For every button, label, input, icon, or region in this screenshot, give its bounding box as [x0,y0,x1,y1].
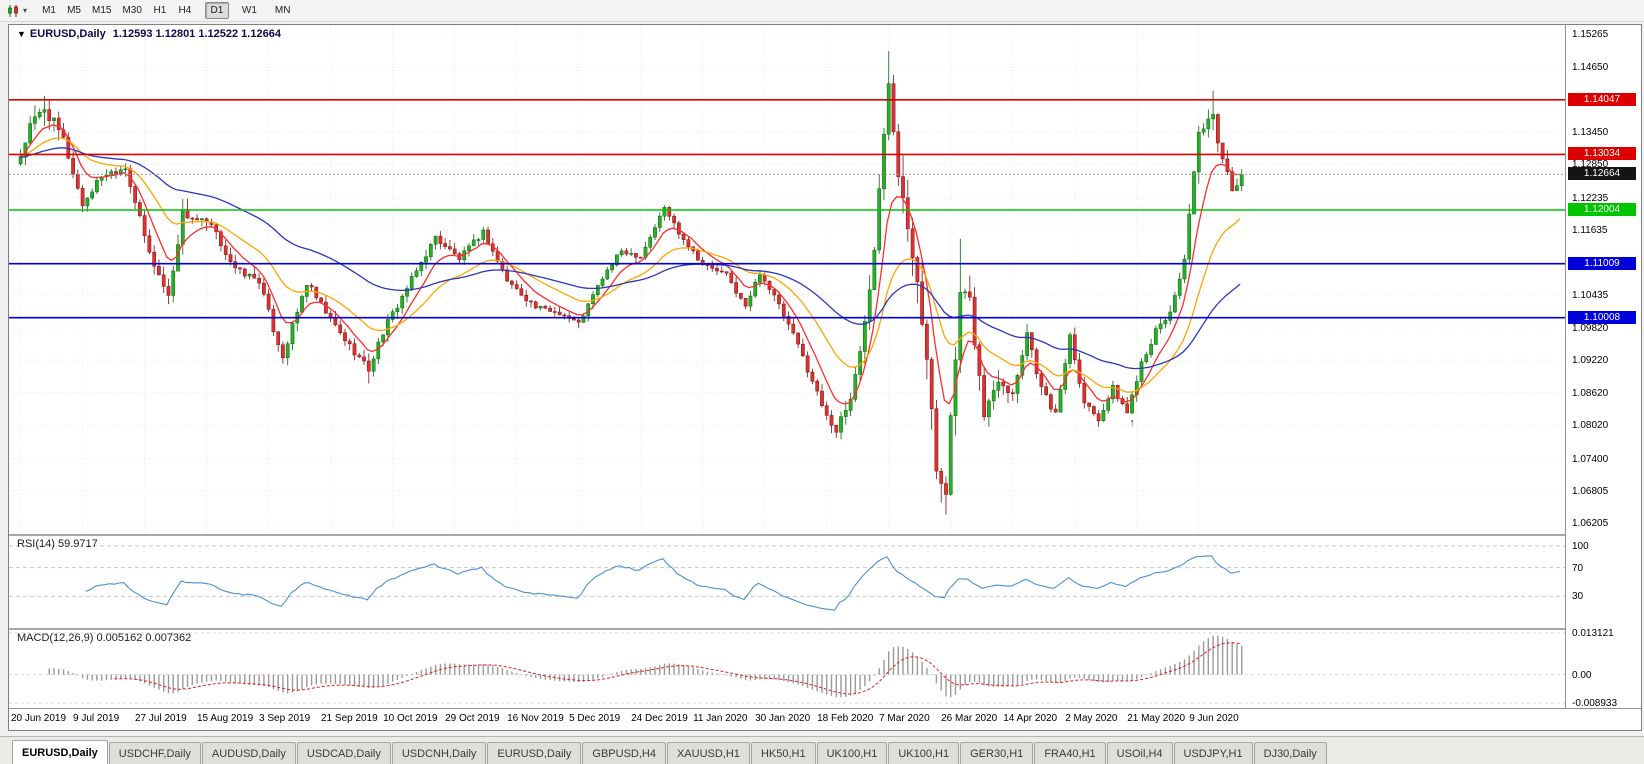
chart-tab-usoil-h4[interactable]: USOil,H4 [1106,742,1173,764]
price-tick-label: 1.06205 [1572,517,1609,529]
rsi-chart-canvas[interactable] [9,536,1565,628]
timeframe-button-d1[interactable]: D1 [204,2,229,19]
timeframe-button-h4[interactable]: H4 [178,5,192,16]
date-tick-label: 27 Jul 2019 [135,713,187,724]
triangle-icon[interactable]: ▼ [17,29,26,39]
date-tick-label: 3 Sep 2019 [259,713,311,724]
timeframe-button-mn[interactable]: MN [274,5,291,16]
main-chart-panel: ↑ ▼ EURUSD,Daily 1.12593 1.12801 1.12522 1… [9,25,1565,534]
price-tick-label: 1.12235 [1572,192,1609,204]
chart-tab-ger30-h1[interactable]: GER30,H1 [960,742,1034,764]
level-price-tag: 1.12004 [1568,203,1636,216]
date-tick-label: 10 Oct 2019 [383,713,438,724]
up-arrow-marker: ↑ [1129,417,1135,429]
timeframe-button-m5[interactable]: M5 [67,5,81,16]
panel-splitter [9,708,1641,709]
level-price-tag: 1.11009 [1568,256,1636,270]
macd-indicator-label: MACD(12,26,9) 0.005162 0.007362 [17,632,192,644]
macd-scale-label: 0.00 [1572,669,1592,681]
chart-tab-usdjpy-h1[interactable]: USDJPY,H1 [1173,742,1253,764]
chart-tab-dj30-daily[interactable]: DJ30,Daily [1253,742,1327,764]
time-axis[interactable]: 20 Jun 2019 9 Jul 2019 27 Jul 2019 15 Aug 2… [9,709,1565,730]
date-tick-label: 18 Feb 2020 [817,713,874,724]
rsi-indicator-label: RSI(14) 59.9717 [17,538,98,550]
timeframe-buttons-group: M1 M5 M15 M30 H1 H4 D1 W1 MN [37,2,295,19]
current-price-tag: 1.12664 [1568,167,1636,181]
charts-icon-glyph [8,4,18,17]
price-tick-label: 1.09220 [1572,355,1609,367]
level-price-tag: 1.13034 [1568,147,1636,161]
date-tick-label: 7 Mar 2020 [879,713,930,724]
date-tick-label: 2 May 2020 [1065,713,1118,724]
date-tick-label: 11 Jan 2020 [693,713,748,724]
price-tick-label: 1.07400 [1572,453,1609,465]
chart-tab-eurusd-daily[interactable]: EURUSD,Daily [487,742,582,764]
price-tick-label: 1.06805 [1572,485,1609,497]
level-price-tag: 1.10008 [1568,310,1636,324]
chart-tab-gbpusd-h4[interactable]: GBPUSD,H4 [582,742,666,764]
macd-scale-label: 0.013121 [1572,628,1614,639]
panel-splitter[interactable] [9,534,1641,536]
chart-tab-usdchf-daily[interactable]: USDCHF,Daily [108,742,201,764]
date-tick-label: 29 Oct 2019 [445,713,500,724]
rsi-scale-label: 100 [1572,541,1589,552]
chart-tab-usdcad-daily[interactable]: USDCAD,Daily [296,742,391,764]
date-tick-label: 26 Mar 2020 [941,713,998,724]
chart-tab-bar: EURUSD,Daily USDCHF,Daily AUDUSD,Daily USDC… [0,736,1644,764]
chart-tab-uk100-h1[interactable]: UK100,H1 [816,742,888,764]
price-tick-label: 1.12850 [1572,159,1609,171]
timeframe-button-m30[interactable]: M30 [122,5,142,16]
timeframe-button-h1[interactable]: H1 [153,5,167,16]
candlestick-chart-canvas[interactable]: ↑ [9,25,1565,534]
date-tick-label: 21 May 2020 [1127,713,1186,724]
price-tick-label: 1.15265 [1572,29,1609,41]
chart-tab-eurusd-daily[interactable]: EURUSD,Daily [12,740,108,764]
price-tick-label: 1.14650 [1572,62,1609,74]
rsi-scale-label: 70 [1572,562,1584,574]
chart-tab-hk50-h1[interactable]: HK50,H1 [750,742,816,764]
chart-tab-uk100-h1[interactable]: UK100,H1 [888,742,960,764]
charts-icon[interactable] [6,3,22,19]
timeframe-button-w1[interactable]: W1 [241,5,257,16]
price-tick-label: 1.11635 [1572,224,1608,236]
chart-window: ↑ ▼ EURUSD,Daily 1.12593 1.12801 1.12522 1… [8,24,1642,731]
rsi-panel: RSI(14) 59.9717 [9,536,1565,628]
date-tick-label: 5 Dec 2019 [569,713,621,724]
timeframe-button-m1[interactable]: M1 [42,5,56,16]
timeframe-toolbar: ▾ M1 M5 M15 M30 H1 H4 D1 W1 MN [0,0,1644,22]
chart-title: ▼ EURUSD,Daily 1.12593 1.12801 1.12522 1.1… [17,28,281,40]
chart-tab-usdcnh-daily[interactable]: USDCNH,Daily [391,742,487,764]
price-tick-label: 1.08620 [1572,387,1609,399]
rsi-scale-label: 30 [1572,591,1584,603]
date-tick-label: 20 Jun 2019 [11,713,67,724]
date-tick-label: 9 Jul 2019 [73,713,120,724]
chart-tab-xauusd-h1[interactable]: XAUUSD,H1 [666,742,750,764]
date-tick-label: 30 Jan 2020 [755,713,811,724]
chart-symbol-label: EURUSD,Daily [29,28,106,40]
date-tick-label: 21 Sep 2019 [321,713,378,724]
chart-tab-audusd-daily[interactable]: AUDUSD,Daily [201,742,296,764]
dropdown-caret-icon[interactable]: ▾ [23,5,28,15]
date-tick-label: 14 Apr 2020 [1003,713,1058,724]
timeframe-button-m15[interactable]: M15 [92,5,112,16]
date-tick-label: 15 Aug 2019 [197,713,254,724]
level-price-tag: 1.14047 [1568,92,1636,106]
macd-panel: MACD(12,26,9) 0.005162 0.007362 [9,630,1565,708]
price-tick-label: 1.10435 [1572,289,1609,301]
price-tick-label: 1.08020 [1572,420,1609,431]
date-tick-label: 24 Dec 2019 [631,713,688,724]
macd-scale-label: -0.008933 [1572,698,1618,709]
chart-tab-fra40-h1[interactable]: FRA40,H1 [1034,742,1106,764]
chart-ohlc-values: 1.12593 1.12801 1.12522 1.12664 [112,28,281,40]
price-tick-label: 1.09820 [1572,322,1609,334]
panel-splitter[interactable] [9,628,1641,630]
price-tick-label: 1.13450 [1572,127,1609,138]
macd-chart-canvas[interactable] [9,630,1565,708]
date-tick-label: 9 Jun 2020 [1189,713,1239,724]
price-axis[interactable]: 1.15265 1.14650 1.13450 1.12850 1.12235 1.116… [1565,25,1641,709]
date-tick-label: 16 Nov 2019 [507,713,564,724]
